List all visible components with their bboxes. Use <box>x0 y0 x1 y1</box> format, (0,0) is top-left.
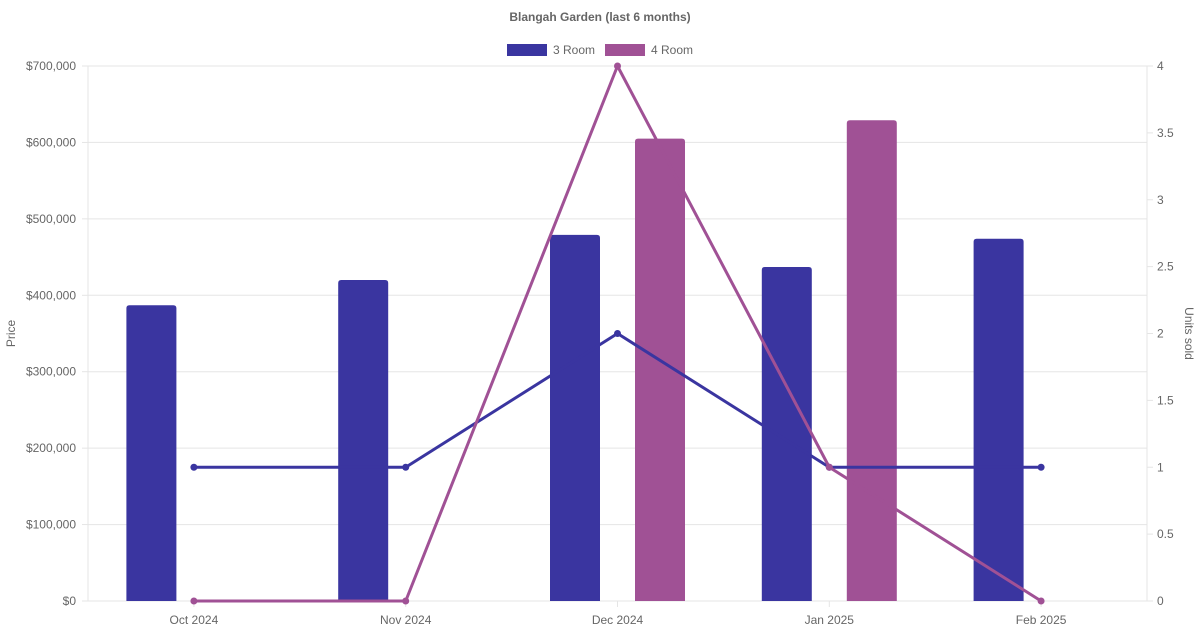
point-3-room-units <box>614 330 621 337</box>
point-4-room-units <box>190 597 198 605</box>
bar-3-room <box>550 234 600 601</box>
bar-4-room <box>846 120 897 601</box>
y-right-tick-label: 0 <box>1157 594 1164 608</box>
y-right-tick-label: 3 <box>1157 193 1164 207</box>
x-tick-label: Jan 2025 <box>805 613 855 627</box>
y-left-tick-label: $600,000 <box>26 135 76 149</box>
legend-label-3-room: 3 Room <box>552 43 595 57</box>
y-left-tick-label: $400,000 <box>26 288 76 302</box>
bar-3-room <box>761 267 812 601</box>
point-3-room-units <box>1037 463 1045 471</box>
point-4-room-units <box>1037 597 1045 605</box>
line-3-room-units <box>193 332 1042 469</box>
y-left-tick-label: $300,000 <box>26 365 76 379</box>
y-right-axis-title: Units sold <box>1182 307 1196 360</box>
y-right-tick-label: 1 <box>1157 460 1164 474</box>
bar-3-room <box>338 280 389 601</box>
legend: 3 Room 4 Room <box>0 43 1200 57</box>
y-left-tick-label: $100,000 <box>26 518 76 532</box>
y-right-tick-label: 4 <box>1157 59 1164 73</box>
bar-4-room <box>635 138 685 601</box>
legend-swatch-3-room <box>506 44 547 56</box>
x-tick-label: Feb 2025 <box>1016 613 1067 627</box>
x-tick-label: Nov 2024 <box>380 613 432 627</box>
y-right-tick-label: 1.5 <box>1157 393 1174 407</box>
y-left-tick-label: $0 <box>63 594 77 608</box>
x-tick-label: Oct 2024 <box>170 613 219 627</box>
point-4-room-units <box>402 597 410 605</box>
y-right-tick-label: 2.5 <box>1157 260 1174 274</box>
y-left-tick-label: $200,000 <box>26 441 76 455</box>
y-right-tick-label: 2 <box>1157 327 1164 341</box>
y-left-axis-title: Price <box>4 320 18 348</box>
point-4-room-units <box>825 463 833 471</box>
x-tick-label: Dec 2024 <box>592 613 644 627</box>
y-right-tick-label: 3.5 <box>1157 126 1174 140</box>
y-left-tick-label: $700,000 <box>26 59 76 73</box>
legend-item-4-room[interactable]: 4 Room <box>605 43 693 57</box>
bar-3-room <box>973 238 1024 601</box>
legend-label-4-room: 4 Room <box>651 43 694 57</box>
y-left-tick-label: $500,000 <box>26 212 76 226</box>
bar-3-room <box>126 305 177 601</box>
point-3-room-units <box>190 463 198 471</box>
legend-item-3-room[interactable]: 3 Room <box>506 43 595 57</box>
point-3-room-units <box>402 463 410 471</box>
y-right-tick-label: 0.5 <box>1157 527 1174 541</box>
legend-swatch-4-room <box>605 44 645 56</box>
point-4-room-units <box>614 62 621 70</box>
chart-title: Blangah Garden (last 6 months) <box>509 10 691 24</box>
